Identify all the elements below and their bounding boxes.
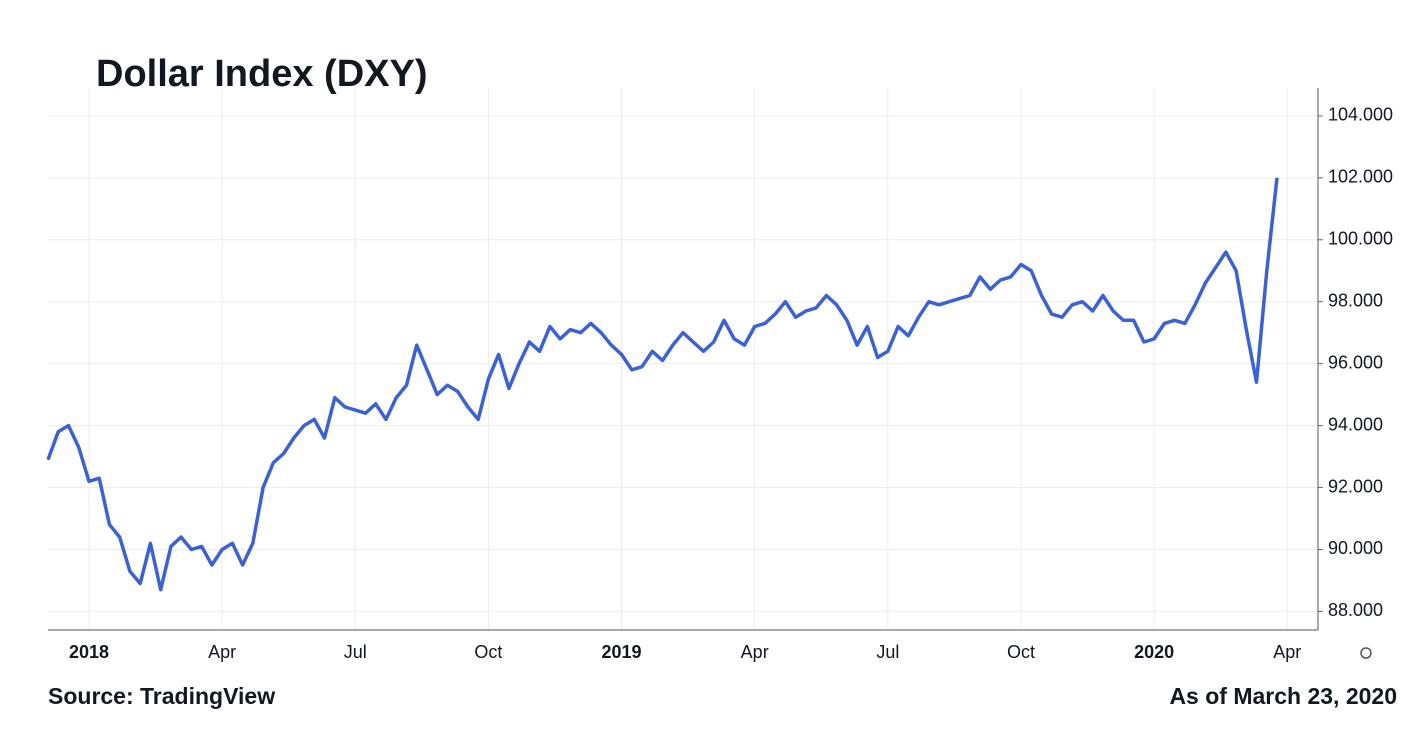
y-tick-label: 94.000 bbox=[1328, 414, 1383, 434]
date-note: As of March 23, 2020 bbox=[1169, 683, 1397, 709]
x-tick-label: Apr bbox=[741, 642, 769, 662]
settings-icon[interactable] bbox=[1360, 647, 1372, 659]
y-tick-label: 88.000 bbox=[1328, 600, 1383, 620]
y-tick-label: 100.000 bbox=[1328, 229, 1393, 249]
y-tick-label: 90.000 bbox=[1328, 538, 1383, 558]
x-tick-label: 2020 bbox=[1134, 642, 1174, 662]
x-tick-label: Oct bbox=[1007, 642, 1035, 662]
y-tick-label: 92.000 bbox=[1328, 476, 1383, 496]
x-tick-label: Apr bbox=[208, 642, 236, 662]
data-line bbox=[46, 177, 1279, 592]
x-tick-label: 2019 bbox=[602, 642, 642, 662]
x-tick-label: 2018 bbox=[69, 642, 109, 662]
chart-title: Dollar Index (DXY) bbox=[96, 53, 428, 95]
source-note: Source: TradingView bbox=[48, 683, 275, 709]
y-tick-label: 104.000 bbox=[1328, 105, 1393, 125]
x-tick-label: Apr bbox=[1273, 642, 1301, 662]
x-tick-label: Oct bbox=[474, 642, 502, 662]
y-tick-label: 98.000 bbox=[1328, 290, 1383, 310]
y-tick-label: 102.000 bbox=[1328, 167, 1393, 187]
y-tick-label: 96.000 bbox=[1328, 352, 1383, 372]
x-tick-label: Jul bbox=[876, 642, 899, 662]
settings-icon-circle bbox=[1360, 647, 1372, 659]
x-tick-label: Jul bbox=[344, 642, 367, 662]
